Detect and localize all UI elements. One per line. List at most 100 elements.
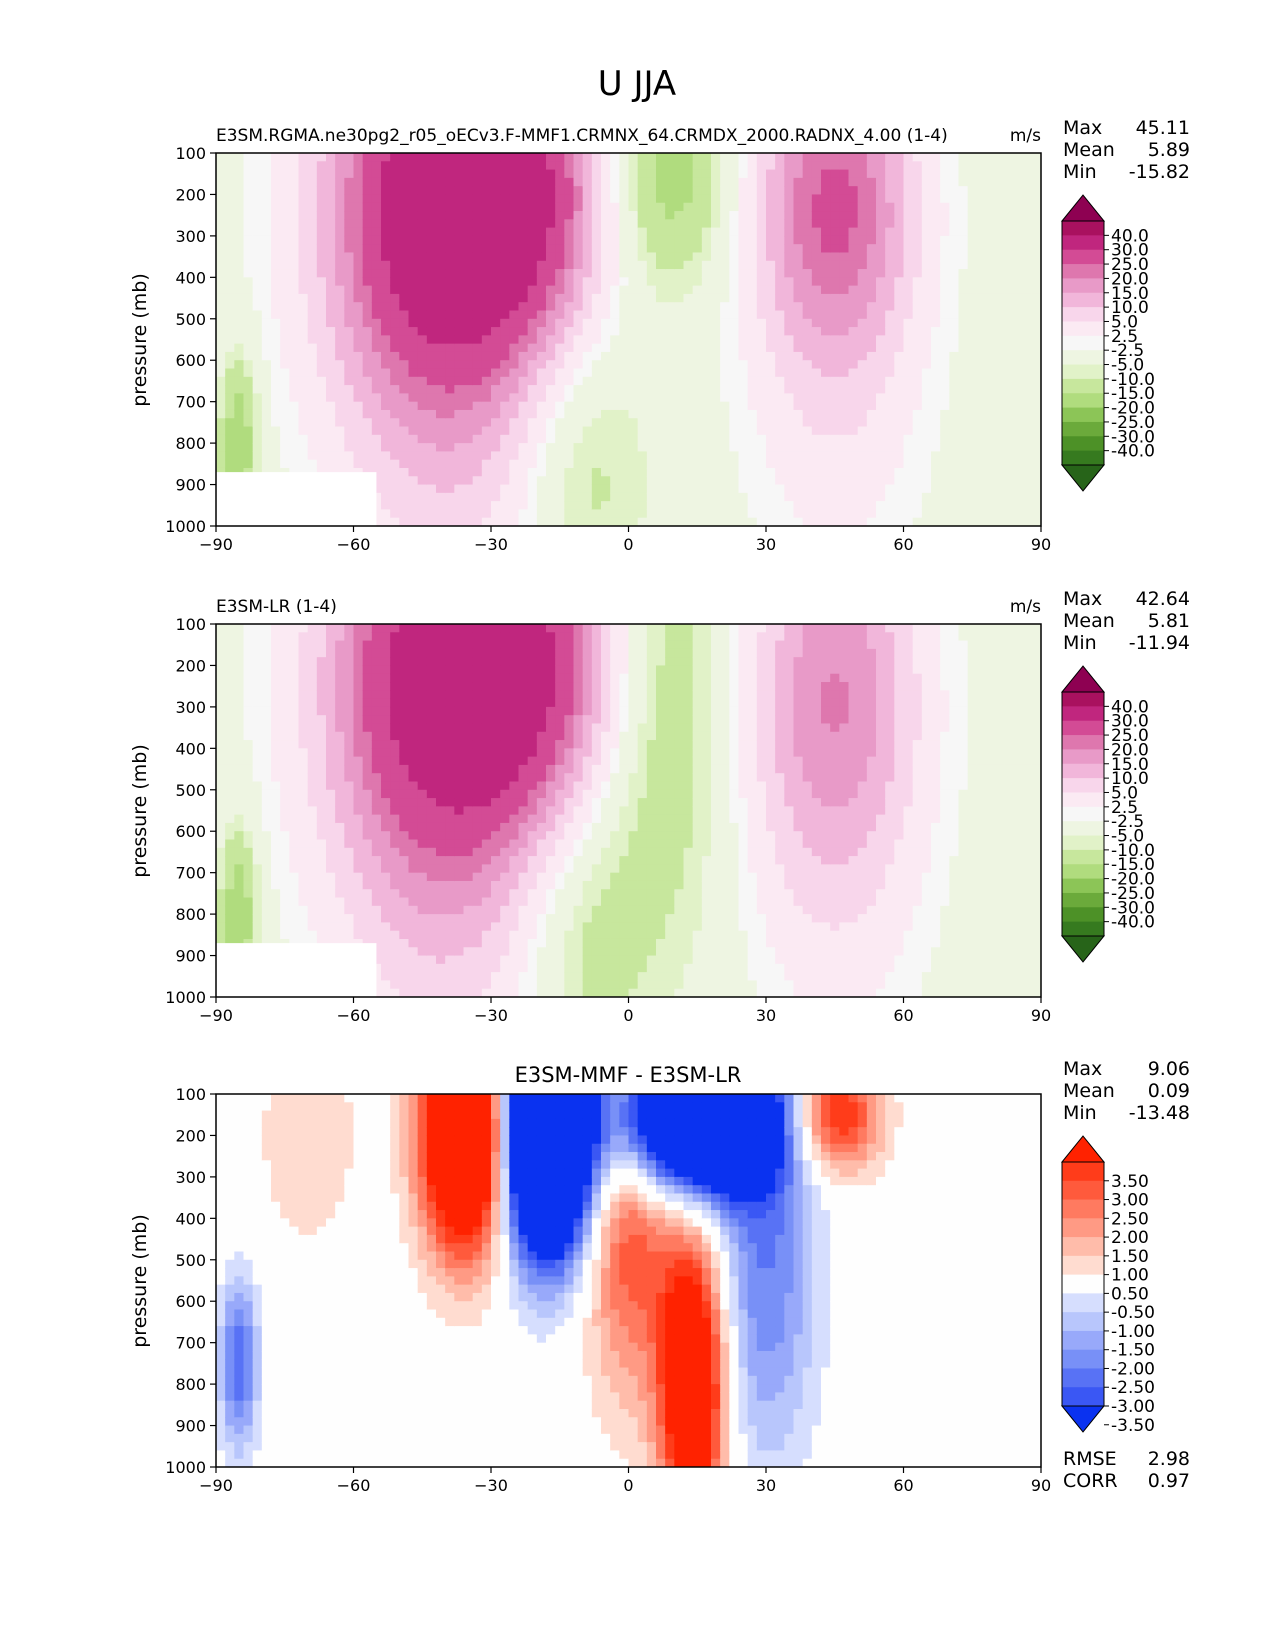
field-cell <box>784 451 795 461</box>
field-cell <box>646 153 657 162</box>
field-cell <box>381 202 391 212</box>
field-cell <box>821 467 831 477</box>
field-cell <box>316 723 327 733</box>
field-cell <box>225 657 235 667</box>
field-cell <box>546 459 556 469</box>
field-cell <box>857 252 868 262</box>
field-cell <box>234 277 245 287</box>
field-cell <box>298 418 309 428</box>
field-cell <box>472 235 483 245</box>
panel-title-left: E3SM-LR (1-4) <box>216 597 337 617</box>
field-cell <box>436 202 446 212</box>
field-cell <box>546 211 556 220</box>
field-cell <box>426 186 437 196</box>
field-cell <box>344 756 355 766</box>
field-cell <box>894 385 905 394</box>
field-cell <box>243 698 254 708</box>
field-cell <box>940 459 950 469</box>
field-cell <box>802 202 813 212</box>
field-cell <box>463 517 474 526</box>
field-cell <box>381 385 391 394</box>
field-cell <box>582 443 593 452</box>
field-cell <box>216 310 226 320</box>
field-cell <box>408 277 419 287</box>
field-cell <box>857 409 868 419</box>
field-cell <box>921 376 932 386</box>
field-cell <box>335 690 345 700</box>
field-cell <box>261 376 272 386</box>
field-cell <box>234 880 245 890</box>
field-cell <box>546 202 556 212</box>
field-cell <box>518 302 529 312</box>
field-cell <box>399 451 410 461</box>
field-cell <box>830 434 840 444</box>
field-cell <box>857 169 868 179</box>
field-cell <box>986 169 996 179</box>
field-cell <box>298 244 309 254</box>
field-cell <box>766 310 776 320</box>
field-cell <box>738 153 749 162</box>
field-cell <box>252 219 263 229</box>
field-cell <box>399 202 410 212</box>
field-cell <box>958 451 969 461</box>
field-cell <box>243 194 254 204</box>
field-cell <box>399 476 410 486</box>
field-cell <box>481 310 492 320</box>
field-cell <box>335 640 345 650</box>
field-cell <box>811 302 822 312</box>
field-cell <box>811 459 822 469</box>
field-cell <box>931 434 941 444</box>
field-cell <box>509 285 520 295</box>
field-cell <box>701 459 712 469</box>
field-cell <box>436 186 446 196</box>
field-cell <box>940 393 950 403</box>
field-cell <box>234 632 245 642</box>
field-cell <box>408 186 419 196</box>
field-cell <box>986 492 996 502</box>
field-cell <box>546 343 556 353</box>
field-cell <box>839 467 850 477</box>
field-cell <box>591 492 602 502</box>
field-cell <box>261 426 272 436</box>
field-cell <box>573 194 584 204</box>
field-cell <box>921 418 932 428</box>
field-cell <box>436 211 446 220</box>
field-cell <box>353 269 364 278</box>
field-cell <box>995 202 1005 212</box>
field-cell <box>445 368 455 378</box>
field-cell <box>720 211 730 220</box>
field-cell <box>885 401 895 411</box>
colorbar-segment <box>1062 450 1104 466</box>
field-cell <box>381 764 391 774</box>
field-cell <box>335 169 345 179</box>
field-cell <box>527 368 538 378</box>
field-cell <box>775 310 785 320</box>
field-cell <box>527 351 538 361</box>
field-cell <box>527 401 538 411</box>
field-cell <box>692 501 703 511</box>
field-cell <box>628 476 639 486</box>
colorbar-tick-label: 40.0 <box>1111 226 1149 246</box>
field-cell <box>353 872 364 882</box>
field-cell <box>216 731 226 741</box>
field-cell <box>738 169 749 179</box>
field-cell <box>509 501 520 511</box>
field-cell <box>1031 376 1041 386</box>
field-cell <box>995 467 1005 477</box>
field-cell <box>381 509 391 519</box>
field-cell <box>472 177 483 187</box>
field-cell <box>234 905 245 915</box>
field-cell <box>637 467 648 477</box>
field-cell <box>784 244 795 254</box>
field-cell <box>830 318 840 328</box>
field-cell <box>839 169 850 179</box>
field-cell <box>509 153 520 162</box>
field-cell <box>811 161 822 171</box>
field-cell <box>784 227 795 237</box>
field-cell <box>353 789 364 799</box>
field-cell <box>967 227 978 237</box>
field-cell <box>665 302 675 312</box>
field-cell <box>1013 244 1024 254</box>
field-cell <box>436 501 446 511</box>
field-cell <box>976 202 987 212</box>
